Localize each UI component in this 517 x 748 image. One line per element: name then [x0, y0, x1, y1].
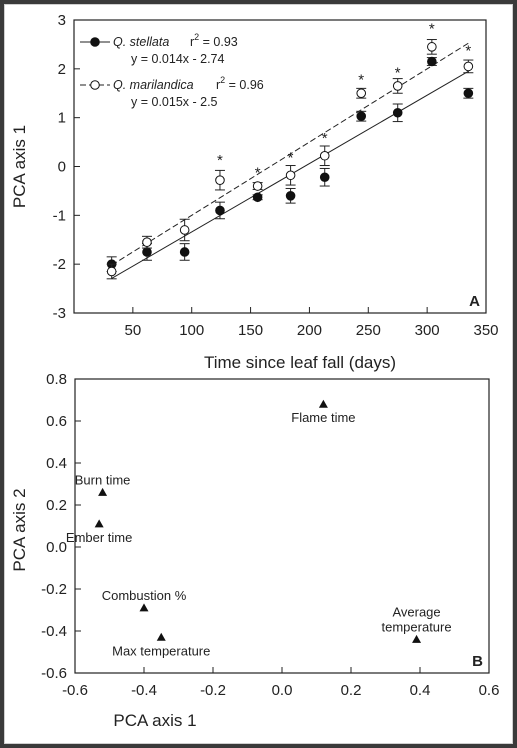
significance-star: *: [358, 72, 364, 89]
legend-r2: r2 = 0.96: [216, 75, 264, 92]
x-tick-label-b: 0.6: [479, 682, 500, 699]
data-point-marilandica: [463, 61, 474, 72]
legend-r2-sup: 2: [220, 75, 225, 85]
point-label: Average: [392, 604, 440, 619]
legend-r2-sup: 2: [194, 32, 199, 42]
data-point-stellata: [356, 111, 367, 122]
legend-series-name: Q. stellata: [113, 35, 169, 49]
point-label: Max temperature: [112, 643, 210, 658]
x-tick-label-a: 150: [238, 322, 263, 339]
point-label: Combustion %: [102, 588, 187, 603]
triangle-marker: [412, 634, 422, 643]
significance-star: *: [255, 164, 261, 181]
y-tick-label-a: -1: [53, 207, 66, 224]
data-point-stellata: [179, 247, 190, 257]
x-tick-label-b: -0.2: [200, 682, 226, 699]
significance-star: *: [217, 152, 223, 169]
data-point-stellata: [319, 172, 330, 183]
legend-r2-value: = 0.93: [199, 35, 238, 49]
y-axis-label-b: PCA axis 2: [10, 488, 29, 571]
point-label: Ember time: [66, 530, 132, 545]
significance-star: *: [322, 130, 328, 147]
x-tick-label-b: 0.2: [341, 682, 362, 699]
data-point-marilandica: [319, 150, 330, 161]
data-point-marilandica: [142, 237, 152, 247]
data-point-marilandica: [285, 170, 296, 181]
y-tick-label-a: 2: [58, 61, 66, 78]
x-tick-label-b: 0.0: [272, 682, 293, 699]
x-tick-label-b: 0.4: [410, 682, 431, 699]
data-point-marilandica: [356, 88, 367, 99]
data-point-marilandica: [427, 42, 437, 52]
legend-equation: y = 0.014x - 2.74: [131, 52, 225, 66]
x-tick-label-a: 350: [473, 322, 498, 339]
point-label: Flame time: [291, 410, 355, 425]
y-tick-label-b: -0.4: [41, 623, 67, 640]
significance-star: *: [429, 20, 435, 37]
data-point-marilandica: [252, 181, 263, 191]
data-point-stellata: [215, 205, 225, 216]
x-tick-label-a: 50: [125, 322, 142, 339]
legend-marker: [90, 80, 100, 90]
x-axis-label-b: PCA axis 1: [113, 711, 196, 730]
triangle-marker: [139, 603, 149, 612]
significance-star: *: [395, 64, 401, 81]
triangle-marker: [94, 519, 104, 528]
y-tick-label-b: 0.0: [46, 539, 67, 556]
data-point-marilandica: [215, 175, 225, 185]
significance-star: *: [465, 42, 471, 59]
data-point-stellata: [252, 192, 263, 203]
legend-equation: y = 0.015x - 2.5: [131, 95, 218, 109]
data-point-stellata: [285, 191, 296, 201]
figure-frame: -3 -2 -1 0 1 2 3 50 100 150 200 250 300 350 Time since…: [4, 4, 513, 744]
data-point-marilandica: [106, 266, 117, 277]
x-axis-label-a: Time since leaf fall (days): [204, 353, 396, 372]
data-point-marilandica: [179, 225, 190, 235]
x-tick-label-a: 200: [297, 322, 322, 339]
data-point-marilandica: [392, 81, 403, 91]
y-tick-label-b: -0.2: [41, 581, 67, 598]
triangle-marker: [156, 632, 166, 641]
legend-r2-value: = 0.96: [225, 78, 264, 92]
data-point-stellata: [427, 56, 437, 67]
y-tick-label-b: 0.4: [46, 455, 67, 472]
y-tick-label-a: -3: [53, 305, 66, 322]
y-tick-label-b: -0.6: [41, 665, 67, 682]
y-tick-label-b: 0.2: [46, 497, 67, 514]
y-tick-label-a: 3: [58, 12, 66, 29]
point-label: temperature: [382, 619, 452, 634]
x-tick-label-a: 250: [356, 322, 381, 339]
y-tick-label-b: 0.6: [46, 413, 67, 430]
significance-star: *: [288, 150, 294, 167]
legend-r2-r: r: [216, 78, 220, 92]
triangle-marker: [98, 487, 108, 496]
regression-line-marilandica: [111, 42, 469, 266]
legend-r2-r: r: [190, 35, 194, 49]
triangle-marker: [318, 399, 328, 408]
data-point-stellata: [392, 107, 403, 118]
y-tick-label-a: -2: [53, 256, 66, 273]
x-tick-label-b: -0.4: [131, 682, 157, 699]
data-point-stellata: [463, 88, 474, 99]
legend-r2: r2 = 0.93: [190, 32, 238, 49]
x-tick-label-a: 100: [179, 322, 204, 339]
y-axis-label-a: PCA axis 1: [10, 125, 29, 208]
point-label: Burn time: [75, 472, 131, 487]
y-tick-label-a: 0: [58, 159, 66, 176]
x-tick-label-b: -0.6: [62, 682, 88, 699]
y-tick-label-a: 1: [58, 110, 66, 127]
legend-marker: [90, 37, 100, 47]
x-tick-label-a: 300: [415, 322, 440, 339]
panel-label-a: A: [469, 293, 480, 310]
data-point-stellata: [142, 247, 152, 257]
legend-series-name: Q. marilandica: [113, 78, 194, 92]
y-tick-label-b: 0.8: [46, 371, 67, 388]
panel-label-b: B: [472, 653, 483, 670]
